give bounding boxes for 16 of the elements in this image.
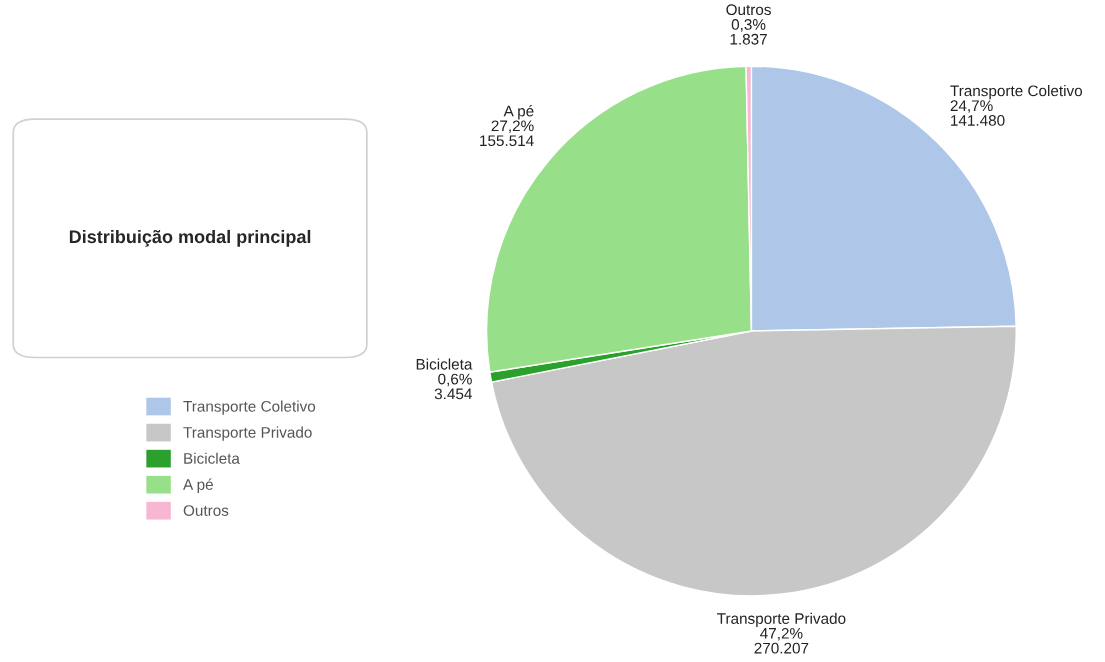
slice-label: Bicicleta: [416, 358, 473, 370]
data-label: 0,3% 1.837: [730, 19, 767, 45]
legend-label: Bicicleta: [184, 452, 240, 464]
text: Distribuição modal principal: [69, 229, 311, 247]
legend-label: Transporte Coletivo: [183, 400, 316, 415]
slice-label: Transporte Coletivo: [950, 85, 1083, 100]
legend-label: Transporte Privado: [183, 426, 312, 441]
data-label: 27,2% 155.514: [480, 120, 534, 147]
legend-label: A pé: [183, 478, 213, 493]
slice-label: Transporte Privado: [717, 612, 846, 627]
legend-label: Outros: [183, 505, 229, 516]
slice-label: Outros: [726, 4, 771, 16]
slice-label: A pé: [503, 105, 534, 120]
data-label: 24,7% 141.480: [950, 100, 1005, 126]
data-label: 0,6% 3.454: [434, 373, 472, 400]
data-label: 47,2% 270.207: [754, 627, 809, 654]
